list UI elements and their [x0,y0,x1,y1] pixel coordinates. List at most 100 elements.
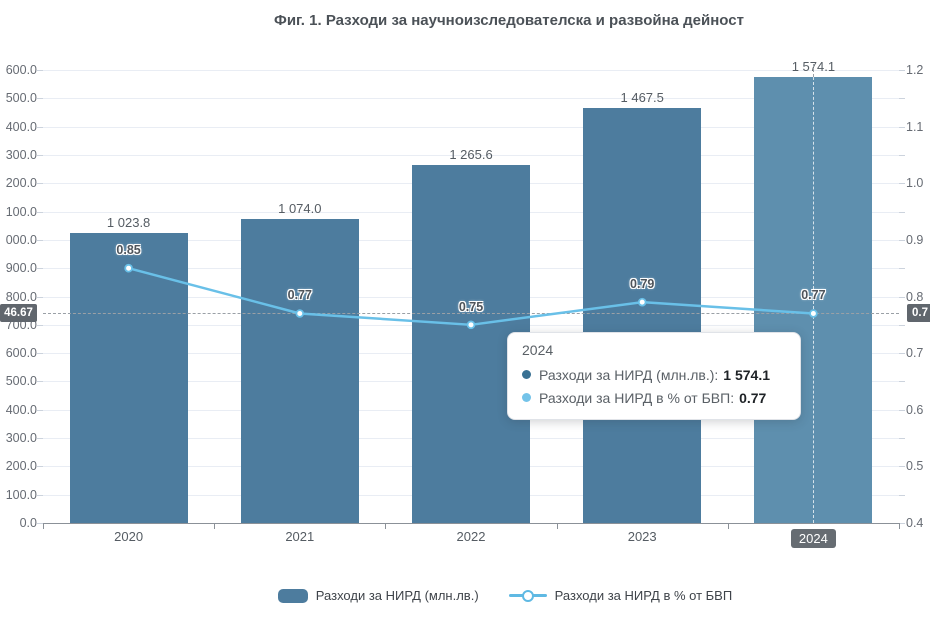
right-axis-tick [899,268,905,270]
left-axis-label: 100.0 [5,204,37,219]
left-axis-tick [37,353,43,355]
left-axis-label: 900.0 [5,261,37,276]
right-axis-label: 1.0 [906,176,924,191]
bar-2023[interactable] [583,107,702,523]
left-axis-label: 400.0 [5,402,37,417]
gridline [43,98,899,100]
left-axis-tick [37,126,43,128]
left-axis-label: 600.0 [5,346,37,361]
bar-swatch-icon [277,588,308,603]
right-axis-tick [899,126,905,128]
right-axis-tick [899,98,905,100]
line-point-label: 0.77 [801,288,826,303]
right-axis-label: 1.2 [906,63,924,77]
tooltip-value: 1 574.1 [723,366,771,383]
left-axis-tick [37,494,43,496]
crosshair-vertical-upper [813,64,815,78]
right-axis-label: 0.5 [906,459,924,474]
left-axis-tick [37,296,43,298]
line-point-label: 0.85 [116,243,141,258]
right-axis-label: 0.6 [906,402,924,417]
left-axis-tick [37,183,43,185]
legend: Разходи за НИРД (млн.лв.) Разходи за НИРД… [0,588,930,603]
x-axis-tick [556,523,558,529]
line-swatch-circle [521,589,534,602]
bar-value-label: 1 074.0 [278,200,322,216]
x-axis-tick [899,523,900,529]
right-axis-tick [899,70,905,71]
right-axis-tick [899,353,905,355]
right-axis-tick [899,211,905,213]
gridline [43,154,899,156]
left-axis-label: 300.0 [5,431,37,446]
tooltip-label: Разходи за НИРД в % от БВП: [539,389,735,406]
x-axis-category-label: 2024 [768,529,858,548]
bar-value-label: 1 265.6 [449,146,493,162]
tooltip-value: 0.77 [739,389,767,406]
tooltip-label: Разходи за НИРД (млн.лв.): [539,366,719,383]
x-axis-category-label: 2023 [627,529,657,544]
right-axis-tick [899,183,905,185]
right-axis-tick [899,239,905,241]
left-axis-label: 200.0 [5,459,37,474]
x-axis-tick [214,523,216,529]
left-axis-label: 000.0 [5,232,37,247]
x-axis-line [43,523,899,524]
line-point-label: 0.79 [630,277,655,292]
legend-item[interactable]: Разходи за НИРД в % от БВП [508,588,733,603]
left-axis-tick [37,268,43,270]
left-axis-label: 100.0 [5,487,37,502]
right-axis-label: 0.7 [906,346,924,361]
line-point-label: 0.75 [458,299,484,314]
tooltip: 2024 Разходи за НИРД (млн.лв.): 1 574.1 Ра… [507,332,801,420]
right-axis-label: 0.9 [906,232,924,247]
bar-value-label: 1 023.8 [106,215,151,231]
crosshair-vertical-in-bar [813,77,815,523]
right-axis-tick [899,381,905,383]
x-axis-tick [43,523,44,529]
right-axis-tick [899,409,905,411]
left-axis-tick [37,239,43,241]
chart-title: Фиг. 1. Разходи за научноизследователска… [274,12,744,29]
tooltip-row: Разходи за НИРД в % от БВП: 0.77 [522,386,786,409]
right-axis-tick [899,154,905,156]
left-axis-tick [37,98,43,100]
left-axis-label: 600.0 [5,63,37,77]
left-axis-label: 300.0 [5,147,37,162]
right-axis-tick [899,324,905,326]
left-axis-tick [37,409,43,411]
legend-label: Разходи за НИРД в % от БВП [554,588,733,603]
x-axis-category-label: 2020 [114,529,144,544]
bar-2020[interactable] [69,233,188,523]
legend-item[interactable]: Разходи за НИРД (млн.лв.) [277,588,479,603]
right-axis-label: 1.1 [906,119,924,134]
bar-value-label: 1 467.5 [620,89,664,105]
x-axis-tick [727,523,729,529]
gridline [43,70,899,71]
right-axis-label: 0.8 [906,289,924,304]
left-axis-tick [37,154,43,156]
x-axis-category-label: 2021 [285,529,315,544]
x-axis-category-label: 2022 [456,529,486,544]
right-axis-tick [899,466,905,468]
tooltip-row: Разходи за НИРД (млн.лв.): 1 574.1 [522,363,786,386]
left-axis-label: 400.0 [5,119,37,134]
left-axis-tick [37,438,43,440]
line-point-label: 0.77 [287,288,312,303]
highlighted-category-badge: 2024 [790,529,836,548]
line-marker-icon [508,589,547,603]
left-axis-tick [37,466,43,468]
left-axis-tick [37,523,43,524]
series-dot-icon [522,393,531,402]
crosshair-left-axis-badge: 46.67 [0,304,37,323]
bar-2021[interactable] [240,218,359,523]
right-axis-tick [899,438,905,440]
series-dot-icon [522,370,531,379]
crosshair-right-axis-badge: 0.7 [907,304,930,323]
left-axis-tick [37,211,43,213]
right-axis-tick [899,494,905,496]
left-axis-tick [37,381,43,383]
tooltip-title: 2024 [522,342,554,358]
tooltip-rows: Разходи за НИРД (млн.лв.): 1 574.1 Разходи… [522,363,786,409]
